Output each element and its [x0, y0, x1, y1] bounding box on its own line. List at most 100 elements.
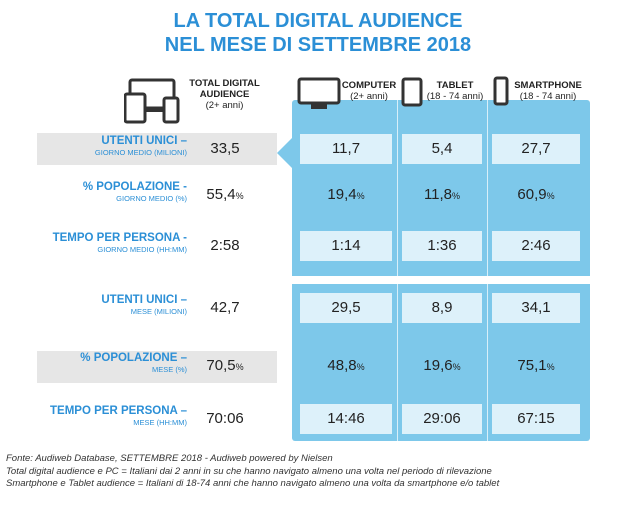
value-number: 2:46 [521, 237, 551, 254]
header-total-sub: (2+ anni) [205, 100, 244, 111]
value-number: 29:06 [423, 410, 461, 427]
percent-symbol: % [546, 191, 555, 201]
percent-symbol: % [546, 362, 555, 372]
value-number: 14:46 [327, 410, 365, 427]
value-number: 70:06 [206, 410, 244, 427]
row-band-1 [37, 133, 277, 165]
row-label-main: % POPOLAZIONE – [80, 352, 187, 364]
percent-symbol: % [356, 191, 365, 201]
cell-background [300, 293, 392, 323]
value-number: 5,4 [431, 140, 453, 157]
value-total: 33,5 [195, 140, 255, 158]
header-smartphone-sub: (18 - 74 anni) [519, 91, 577, 102]
row-label-sub: MESE (MILIONI) [130, 307, 187, 316]
value-total: 2:58 [195, 237, 255, 255]
value-number: 11,8 [423, 186, 453, 203]
header-smartphone-label: SMARTPHONE [514, 80, 582, 91]
row-label-main: UTENTI UNICI – [101, 294, 187, 306]
smartphone-icon [493, 76, 509, 106]
panel-divider [292, 276, 590, 284]
value-computer: 29,5 [300, 299, 392, 317]
row-band-5 [37, 351, 277, 383]
cell-background [492, 293, 580, 323]
value-number: 11,7 [331, 140, 361, 157]
column-separator [487, 100, 488, 441]
row-label-main: TEMPO PER PERSONA - [52, 232, 187, 244]
value-number: 1:14 [331, 237, 361, 254]
header-computer: COMPUTER (2+ anni) [340, 80, 398, 102]
value-number: 75,1 [517, 357, 547, 374]
row-label: % POPOLAZIONE - GIORNO MEDIO (%) [37, 180, 187, 204]
value-number: 67:15 [517, 410, 555, 427]
cell-background [300, 231, 392, 261]
column-separator [397, 100, 398, 441]
monitor-icon [297, 77, 341, 109]
percent-symbol: % [452, 191, 461, 201]
value-smartphone: 27,7 [492, 140, 580, 158]
footer-line1: Fonte: Audiweb Database, SETTEMBRE 2018 … [6, 453, 333, 464]
header-total: TOTAL DIGITAL AUDIENCE (2+ anni) [182, 78, 267, 111]
row-label-sub: MESE (%) [151, 365, 187, 374]
value-tablet: 8,9 [402, 299, 482, 317]
page-title-line1: LA TOTAL DIGITAL AUDIENCE [173, 10, 463, 32]
value-smartphone: 67:15 [492, 410, 580, 428]
value-total: 42,7 [195, 299, 255, 317]
value-tablet: 1:36 [402, 237, 482, 255]
row-label: % POPOLAZIONE – MESE (%) [37, 351, 187, 375]
percent-symbol: % [452, 362, 461, 372]
panel-pointer [277, 137, 293, 169]
header-computer-sub: (2+ anni) [350, 91, 388, 102]
value-computer: 1:14 [300, 237, 392, 255]
header-tablet: TABLET (18 - 74 anni) [421, 80, 489, 102]
percent-symbol: % [235, 191, 244, 201]
row-label-sub: GIORNO MEDIO (MILIONI) [94, 148, 187, 157]
row-label-main: TEMPO PER PERSONA – [50, 405, 187, 417]
cell-background [402, 404, 482, 434]
value-computer: 11,7 [300, 140, 392, 158]
value-number: 42,7 [210, 299, 240, 316]
value-smartphone: 60,9% [492, 186, 580, 205]
cell-background [402, 231, 482, 261]
value-computer: 48,8% [300, 357, 392, 376]
header-tablet-label: TABLET [436, 80, 474, 91]
footer-notes: Fonte: Audiweb Database, SETTEMBRE 2018 … [6, 453, 636, 491]
value-smartphone: 2:46 [492, 237, 580, 255]
header-tablet-sub: (18 - 74 anni) [426, 91, 484, 102]
footer-line2: Total digital audience e PC = Italiani d… [6, 465, 492, 477]
value-number: 34,1 [521, 299, 551, 316]
value-tablet: 11,8% [402, 186, 482, 205]
value-computer: 14:46 [300, 410, 392, 428]
row-label: UTENTI UNICI – MESE (MILIONI) [37, 293, 187, 317]
page-title-line2: NEL MESE DI SETTEMBRE 2018 [164, 34, 472, 56]
value-number: 60,9 [517, 186, 547, 203]
value-number: 2:58 [210, 237, 240, 254]
value-total: 70,5% [195, 357, 255, 376]
value-smartphone: 34,1 [492, 299, 580, 317]
percent-symbol: % [235, 362, 244, 372]
cell-background [492, 231, 580, 261]
value-number: 33,5 [210, 140, 240, 157]
row-label: TEMPO PER PERSONA – MESE (HH:MM) [37, 404, 187, 428]
cell-background [402, 293, 482, 323]
cell-background [300, 134, 392, 164]
header-total-label: TOTAL DIGITAL AUDIENCE [189, 78, 260, 100]
row-label: UTENTI UNICI – GIORNO MEDIO (MILIONI) [37, 134, 187, 158]
cell-background [492, 404, 580, 434]
value-number: 19,4 [327, 186, 357, 203]
row-label-main: UTENTI UNICI – [101, 135, 187, 147]
value-computer: 19,4% [300, 186, 392, 205]
value-total: 70:06 [195, 410, 255, 428]
value-tablet: 5,4 [402, 140, 482, 158]
row-label: TEMPO PER PERSONA - GIORNO MEDIO (HH:MM) [37, 231, 187, 255]
value-number: 19,6 [423, 357, 453, 374]
cell-background [402, 134, 482, 164]
value-number: 1:36 [427, 237, 457, 254]
row-label-sub: GIORNO MEDIO (HH:MM) [97, 245, 187, 254]
header-computer-label: COMPUTER [341, 80, 397, 91]
row-label-sub: MESE (HH:MM) [133, 418, 187, 427]
value-total: 55,4% [195, 186, 255, 205]
value-number: 27,7 [521, 140, 551, 157]
cell-background [492, 134, 580, 164]
value-tablet: 19,6% [402, 357, 482, 376]
tablet-icon [401, 77, 423, 107]
